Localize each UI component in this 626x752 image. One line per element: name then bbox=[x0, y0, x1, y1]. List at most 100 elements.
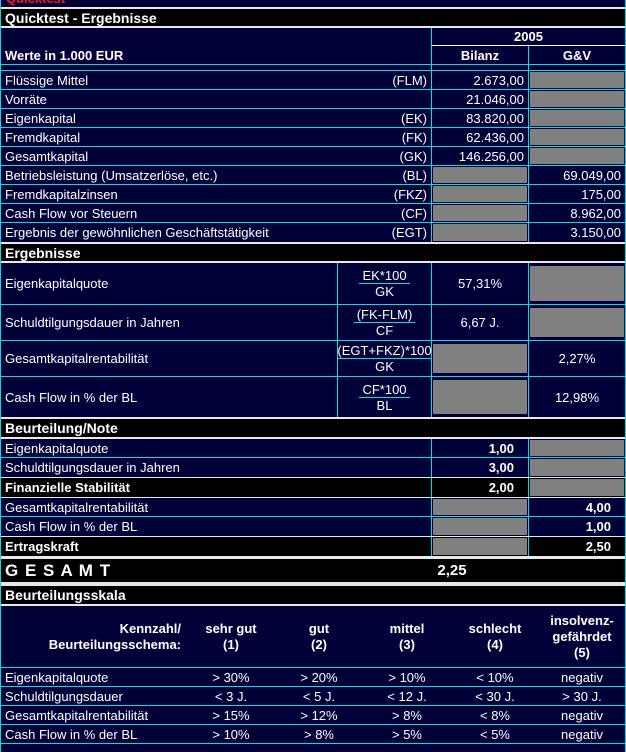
row-label: Betriebsleistung (Umsatzerlöse, etc.) bbox=[5, 167, 218, 183]
disabled-cell-fill bbox=[433, 167, 527, 183]
section-title: Ergebnisse bbox=[5, 244, 81, 261]
formula-numerator: EK*100 bbox=[359, 268, 410, 284]
row-code: (EK) bbox=[401, 110, 427, 126]
gv-disabled-cell bbox=[528, 109, 625, 127]
row-label: Eigenkapitalquote bbox=[5, 669, 109, 685]
gv-value-cell: 3.150,00 bbox=[528, 223, 625, 242]
gv-note-cell: 2,50 bbox=[528, 537, 625, 556]
skala-value: > 8% bbox=[304, 726, 334, 742]
row-code: (FK) bbox=[401, 129, 427, 145]
skala-value: negativ bbox=[561, 669, 603, 685]
row-label: Eigenkapitalquote bbox=[5, 440, 109, 456]
gv-disabled-cell bbox=[528, 478, 625, 497]
skala-column-header-mittel: mittel (3) bbox=[363, 606, 451, 667]
bilanz-value-cell: 62.436,00 bbox=[431, 128, 528, 146]
note-row-eigenkapitalquote: Eigenkapitalquote 1,00 bbox=[1, 439, 625, 458]
bilanz-note-cell: 1,00 bbox=[431, 439, 528, 457]
disabled-cell-fill bbox=[530, 129, 624, 145]
skala-value: > 12% bbox=[300, 707, 338, 723]
bilanz-disabled-cell bbox=[431, 166, 528, 184]
bilanz-value-cell: 21.046,00 bbox=[431, 90, 528, 108]
spacer-cell bbox=[528, 65, 625, 70]
col-header-line: (3) bbox=[399, 636, 415, 652]
column-header-row: Werte in 1.000 EUR Bilanz G&V bbox=[1, 46, 625, 65]
result-row-cashflow-prozent: Cash Flow in % der BL CF*100 BL 12,98% bbox=[1, 377, 625, 417]
disabled-cell-fill bbox=[530, 459, 624, 476]
skala-value: > 5% bbox=[392, 726, 422, 742]
bilanz-disabled-cell bbox=[431, 223, 528, 242]
skala-value: < 5 J. bbox=[302, 688, 336, 704]
row-label: Vorräte bbox=[5, 91, 47, 107]
disabled-cell-fill bbox=[530, 308, 624, 337]
gv-note-cell: 1,00 bbox=[528, 517, 625, 536]
bilanz-disabled-cell bbox=[431, 185, 528, 203]
spacer-row bbox=[1, 65, 625, 71]
gesamt-row: G E S A M T 2,25 bbox=[1, 557, 625, 584]
disabled-cell-fill bbox=[530, 110, 624, 126]
bilanz-result-cell: 6,67 J. bbox=[431, 305, 528, 340]
skala-value: > 10% bbox=[212, 726, 250, 742]
col-header-line: sehr gut bbox=[205, 620, 257, 636]
gv-value-cell: 69.049,00 bbox=[528, 166, 625, 184]
row-code: (FKZ) bbox=[393, 186, 427, 202]
result-row-eigenkapitalquote: Eigenkapitalquote EK*100 GK 57,31% bbox=[1, 263, 625, 305]
bilanz-disabled-cell bbox=[431, 498, 528, 516]
col-header-line: insolvenz- bbox=[550, 612, 614, 628]
disabled-cell-fill bbox=[530, 440, 624, 456]
column-header-bilanz: Bilanz bbox=[431, 46, 528, 64]
skala-row-gesamtkapitalrentabilitaet: Gesamtkapitalrentabilität > 15% > 12% > … bbox=[1, 706, 625, 725]
table-row-gesamtkapital: Gesamtkapital (GK) 146.256,00 bbox=[1, 147, 625, 166]
row-label: Fremdkapitalzinsen bbox=[5, 186, 118, 202]
disabled-cell-fill bbox=[433, 344, 527, 373]
col-header-line: (5) bbox=[574, 644, 590, 660]
table-row-fluessige-mittel: Flüssige Mittel (FLM) 2.673,00 bbox=[1, 71, 625, 90]
year-row-spacer bbox=[1, 28, 431, 46]
row-label: Finanzielle Stabilität bbox=[5, 480, 130, 495]
section-header-beurteilung: Beurteilung/Note bbox=[1, 417, 625, 439]
spacer-cell bbox=[431, 65, 528, 70]
clipped-red-link-text[interactable]: Quicktest bbox=[1, 0, 625, 6]
bilanz-disabled-cell bbox=[431, 517, 528, 536]
skala-value: > 15% bbox=[212, 707, 250, 723]
row-label: Cash Flow in % der BL bbox=[5, 726, 138, 742]
table-row-eigenkapital: Eigenkapital (EK) 83.820,00 bbox=[1, 109, 625, 128]
skala-value: negativ bbox=[561, 726, 603, 742]
result-row-schuldtilgungsdauer: Schuldtilgungsdauer in Jahren (FK-FLM) C… bbox=[1, 305, 625, 341]
skala-header-label-line2: Beurteilungsschema: bbox=[48, 636, 181, 652]
gv-disabled-cell bbox=[528, 263, 625, 304]
table-row-egt: Ergebnis der gewöhnlichen Geschäftstätig… bbox=[1, 223, 625, 242]
skala-value: < 8% bbox=[480, 707, 510, 723]
gv-result-cell: 2,27% bbox=[528, 341, 625, 376]
row-label: Gesamtkapitalrentabilität bbox=[5, 351, 149, 366]
skala-column-header-schlecht: schlecht (4) bbox=[451, 606, 539, 667]
bilanz-note-cell: 2,00 bbox=[431, 478, 528, 497]
disabled-cell-fill bbox=[530, 72, 624, 88]
row-label: Fremdkapital bbox=[5, 129, 81, 145]
formula-cell: CF*100 BL bbox=[337, 377, 431, 417]
note-row-cashflow-prozent: Cash Flow in % der BL 1,00 bbox=[1, 517, 625, 536]
gv-result-cell: 12,98% bbox=[528, 377, 625, 417]
row-label: Eigenkapitalquote bbox=[5, 276, 109, 291]
gv-disabled-cell bbox=[528, 90, 625, 108]
clipped-top-row: Quicktest bbox=[1, 0, 625, 7]
skala-value: negativ bbox=[561, 707, 603, 723]
skala-row-eigenkapitalquote: Eigenkapitalquote > 30% > 20% > 10% < 10… bbox=[1, 668, 625, 687]
gv-note-cell: 4,00 bbox=[528, 498, 625, 516]
section-header-skala: Beurteilungsskala bbox=[1, 584, 625, 606]
section-title: Beurteilung/Note bbox=[5, 420, 118, 436]
bilanz-note-cell: 3,00 bbox=[431, 458, 528, 477]
note-row-ertragskraft: Ertragskraft 2,50 bbox=[1, 536, 625, 557]
skala-value: > 30 J. bbox=[562, 688, 602, 704]
col-header-line: gefährdet bbox=[552, 628, 612, 644]
year-label: 2005 bbox=[431, 28, 625, 46]
col-header-line: (2) bbox=[311, 636, 327, 652]
row-code: (BL) bbox=[402, 167, 427, 183]
col-header-line: gut bbox=[308, 620, 330, 636]
formula-cell: EK*100 GK bbox=[337, 263, 431, 304]
note-row-gesamtkapitalrentabilitaet: Gesamtkapitalrentabilität 4,00 bbox=[1, 498, 625, 517]
table-row-vorraete: Vorräte 21.046,00 bbox=[1, 90, 625, 109]
bilanz-disabled-cell bbox=[431, 377, 528, 417]
disabled-cell-fill bbox=[433, 205, 527, 221]
note-row-schuldtilgungsdauer: Schuldtilgungsdauer in Jahren 3,00 bbox=[1, 458, 625, 477]
